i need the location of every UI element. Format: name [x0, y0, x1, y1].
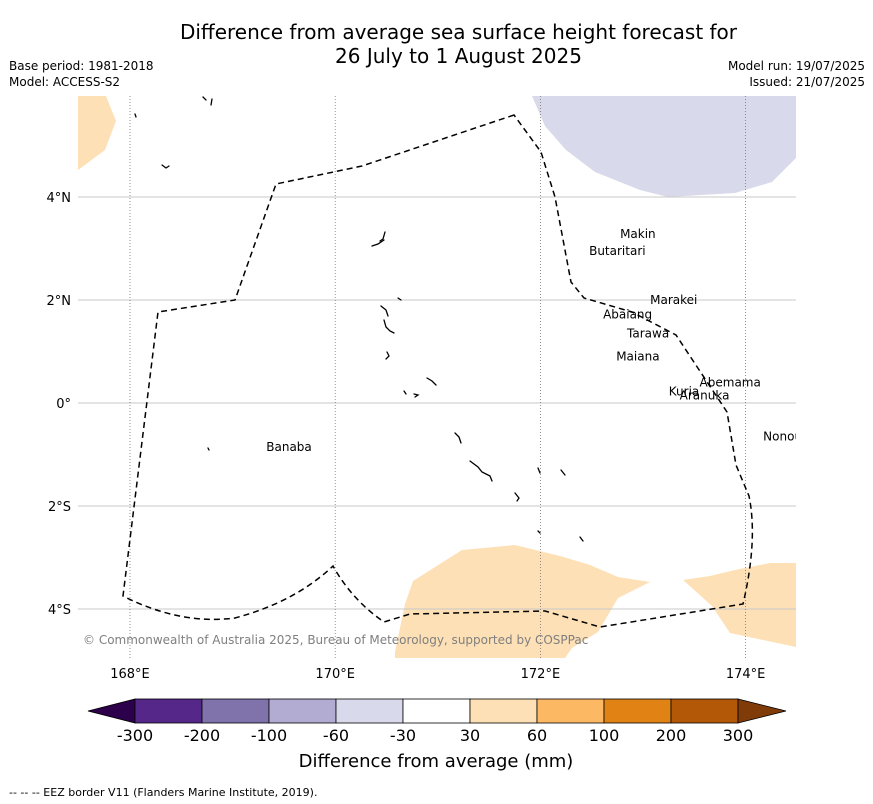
latitude-gridlines — [78, 196, 796, 610]
island-label: Nonouti — [763, 429, 810, 443]
title-line-2: 26 July to 1 August 2025 — [335, 44, 582, 68]
island-outline-nonouti — [454, 432, 462, 444]
colorbar-tick-label: -200 — [184, 726, 220, 745]
colorbar-segment — [201, 698, 270, 724]
island-label: Marakei — [650, 293, 697, 307]
island-label: Maiana — [616, 350, 659, 364]
issued-date: Issued: 21/07/2025 — [749, 75, 865, 89]
island-outline-onotoa — [514, 492, 520, 502]
island-outline-northwest-4 — [161, 164, 170, 169]
island-outline-tabiteuea — [469, 460, 493, 482]
x-tick-label: 168°E — [110, 667, 150, 682]
colorbar-segment — [603, 698, 672, 724]
colorbar-extend-high — [737, 698, 787, 724]
x-tick-label: 172°E — [521, 667, 561, 682]
model-run: Model run: 19/07/2025 — [727, 59, 865, 73]
y-tick-label: 2°S — [48, 500, 71, 515]
title-line-1: Difference from average sea surface heig… — [179, 20, 738, 44]
island-outline-maiana — [385, 351, 390, 360]
y-tick-label: 4°N — [47, 191, 72, 206]
anomaly-region-positive-south — [395, 545, 650, 658]
island-outline-beru — [537, 467, 541, 474]
eez-border — [122, 114, 754, 628]
island-outline-tamana — [537, 530, 541, 534]
island-outline-banaba — [207, 447, 210, 451]
colorbar-tick-label: 60 — [527, 726, 547, 745]
colorbar-segment — [670, 698, 739, 724]
x-tick-label: 174°E — [726, 667, 766, 682]
colorbar-tick-label: -300 — [117, 726, 153, 745]
colorbar-segment — [536, 698, 605, 724]
island-label: Makin — [620, 227, 656, 241]
colorbar-tick-label: -30 — [390, 726, 416, 745]
island-label: Butaritari — [589, 244, 646, 258]
colorbar-label: Difference from average (mm) — [299, 751, 574, 772]
island-outline-abaiang — [380, 305, 389, 317]
longitude-gridlines — [129, 96, 746, 658]
island-outline-butaritari — [371, 239, 385, 247]
island-label: Aranuka — [680, 388, 730, 402]
island-label: Abemama — [700, 375, 761, 389]
colorbar-segment — [268, 698, 337, 724]
colorbar-tick-label: 200 — [656, 726, 687, 745]
island-outlines — [134, 96, 584, 542]
copyright-text: © Commonwealth of Australia 2025, Bureau… — [83, 633, 588, 647]
colorbar — [87, 698, 787, 724]
island-outline-kuria — [403, 390, 407, 395]
island-outline-northwest-1 — [134, 113, 137, 118]
island-outline-tarawa — [383, 319, 395, 334]
map-title: Difference from average sea surface heig… — [0, 20, 873, 68]
colorbar-segment — [469, 698, 538, 724]
island-outline-aranuka — [413, 393, 420, 398]
island-label: Banaba — [266, 440, 312, 454]
y-tick-label: 4°S — [48, 603, 71, 618]
y-tick-label: 2°N — [47, 294, 72, 309]
colorbar-tick-labels: -300 -200 -100 -60 -30 30 60 100 200 300 — [117, 726, 753, 745]
colorbar-segment — [335, 698, 404, 724]
anomaly-region-positive-northwest — [78, 96, 116, 170]
y-tick-labels: 4°N 2°N 0° 2°S 4°S — [47, 191, 72, 618]
y-tick-label: 0° — [56, 397, 71, 412]
anomaly-region-negative-northeast — [532, 96, 796, 197]
model-name: Model: ACCESS-S2 — [9, 75, 121, 89]
island-outline-nikunau — [560, 469, 566, 476]
colorbar-segment — [134, 698, 203, 724]
colorbar-extend-low — [87, 698, 136, 724]
island-label: Tarawa — [626, 326, 669, 340]
island-outline-abemama — [426, 377, 437, 386]
island-label: Tabiteuea — [813, 466, 872, 480]
island-outline-arorae — [579, 536, 584, 542]
colorbar-tick-label: 300 — [723, 726, 754, 745]
island-outline-northwest-3 — [210, 98, 213, 106]
colorbar-segment — [402, 698, 471, 724]
base-period: Base period: 1981-2018 — [9, 59, 154, 73]
meta-right: Model run: 19/07/2025 Issued: 21/07/2025 — [728, 58, 865, 90]
island-label: Abaiang — [603, 307, 652, 321]
island-outline-marakei — [397, 297, 402, 301]
colorbar-tick-label: 30 — [460, 726, 480, 745]
eez-footnote: -- -- -- EEZ border V11 (Flanders Marine… — [9, 786, 318, 799]
x-tick-label: 170°E — [315, 667, 355, 682]
colorbar-tick-label: -60 — [323, 726, 349, 745]
island-label: Kuria — [669, 385, 700, 399]
island-outline-makin — [379, 231, 386, 242]
island-outline-northwest-2 — [202, 96, 207, 101]
colorbar-tick-label: -100 — [251, 726, 287, 745]
colorbar-tick-label: 100 — [589, 726, 620, 745]
meta-left: Base period: 1981-2018 Model: ACCESS-S2 — [9, 58, 154, 90]
